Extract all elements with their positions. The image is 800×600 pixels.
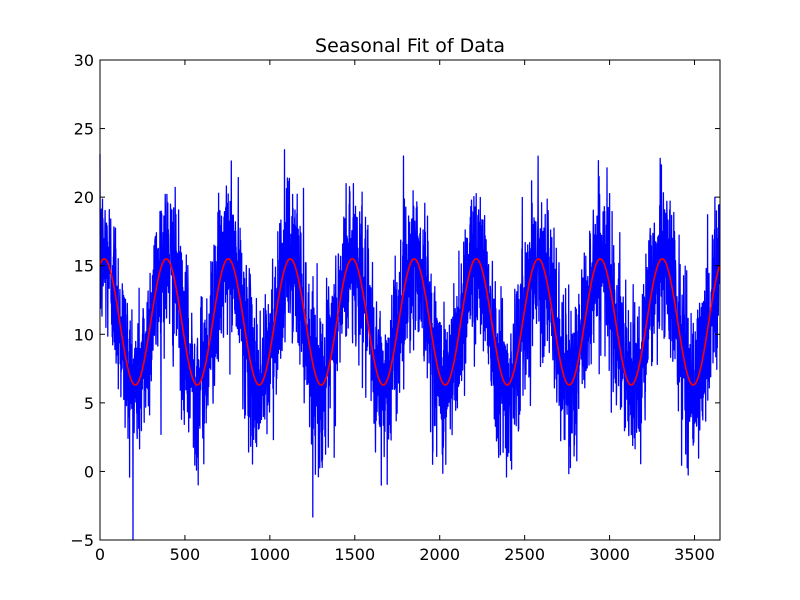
y-tick-label: 5 <box>84 394 94 413</box>
y-tick-label: 30 <box>74 51 94 70</box>
y-tick-label: 25 <box>74 120 94 139</box>
x-tick-label: 3500 <box>674 545 715 564</box>
y-tick-label: 20 <box>74 188 94 207</box>
x-tick-label: 1500 <box>334 545 375 564</box>
series-line-seasonal-fit <box>99 258 721 386</box>
x-tick-label: 2000 <box>419 545 460 564</box>
x-tick-label: 3000 <box>589 545 630 564</box>
y-tick-label: −5 <box>70 531 94 550</box>
x-tick-label: 500 <box>170 545 201 564</box>
series-line-data <box>99 149 721 541</box>
x-tick-label: 2500 <box>504 545 545 564</box>
x-tick-label: 0 <box>95 545 105 564</box>
axis-ticks: 0 500 1000 1500 2000 2500 3000 3500−50510152025… <box>70 51 720 564</box>
plot-frame <box>99 59 721 541</box>
y-tick-label: 0 <box>84 462 94 481</box>
y-tick-label: 15 <box>74 257 94 276</box>
y-tick-label: 10 <box>74 325 94 344</box>
chart-title: Seasonal Fit of Data <box>315 35 505 57</box>
x-tick-label: 1000 <box>250 545 291 564</box>
plot-area <box>99 149 721 541</box>
